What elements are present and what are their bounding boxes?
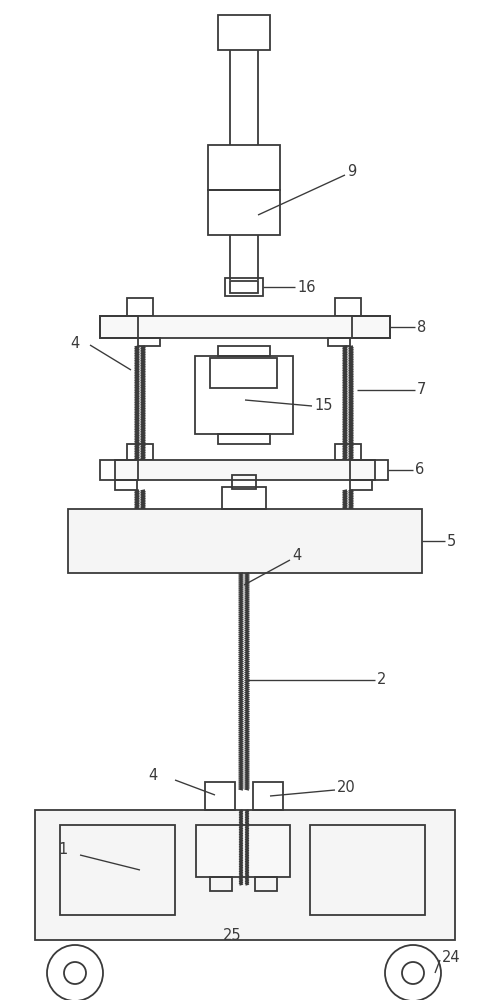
Bar bbox=[253, 782, 283, 810]
Text: 4: 4 bbox=[292, 548, 301, 564]
Bar bbox=[127, 298, 153, 316]
Bar bbox=[35, 810, 455, 940]
Bar bbox=[60, 825, 175, 915]
Bar bbox=[100, 316, 390, 338]
Bar bbox=[210, 358, 277, 388]
Text: 9: 9 bbox=[347, 164, 356, 180]
Bar bbox=[230, 281, 258, 293]
Bar bbox=[100, 316, 138, 338]
Bar bbox=[225, 278, 263, 296]
Bar bbox=[127, 543, 153, 559]
Bar bbox=[208, 190, 280, 235]
Bar bbox=[232, 475, 256, 489]
Text: 2: 2 bbox=[377, 672, 386, 688]
Bar bbox=[350, 480, 372, 490]
Bar bbox=[195, 356, 293, 434]
Text: 24: 24 bbox=[442, 950, 461, 964]
Bar bbox=[115, 480, 137, 490]
Bar bbox=[196, 825, 290, 877]
Bar bbox=[335, 444, 361, 460]
Text: 1: 1 bbox=[58, 842, 67, 857]
Bar bbox=[335, 543, 361, 559]
Bar bbox=[115, 460, 375, 480]
Bar bbox=[328, 338, 350, 346]
Text: 6: 6 bbox=[415, 462, 424, 478]
Text: 4: 4 bbox=[70, 336, 79, 351]
Text: 20: 20 bbox=[337, 780, 356, 794]
Bar bbox=[218, 346, 270, 356]
Text: 7: 7 bbox=[417, 382, 427, 397]
Text: 25: 25 bbox=[223, 928, 241, 942]
Text: 5: 5 bbox=[447, 534, 456, 548]
Bar bbox=[310, 825, 425, 915]
Bar bbox=[205, 782, 235, 810]
Bar bbox=[255, 877, 277, 891]
Bar bbox=[335, 298, 361, 316]
Bar bbox=[218, 15, 270, 50]
Bar bbox=[208, 145, 280, 190]
Bar bbox=[222, 487, 266, 509]
Text: 8: 8 bbox=[417, 320, 426, 334]
Bar bbox=[127, 444, 153, 460]
Text: 4: 4 bbox=[148, 768, 157, 782]
Text: 16: 16 bbox=[297, 279, 316, 294]
Bar bbox=[352, 316, 390, 338]
Bar bbox=[100, 460, 138, 480]
Bar bbox=[210, 877, 232, 891]
Bar bbox=[68, 509, 422, 573]
Text: 15: 15 bbox=[314, 398, 332, 414]
Bar bbox=[138, 338, 160, 346]
Bar bbox=[350, 460, 388, 480]
Bar bbox=[218, 434, 270, 444]
